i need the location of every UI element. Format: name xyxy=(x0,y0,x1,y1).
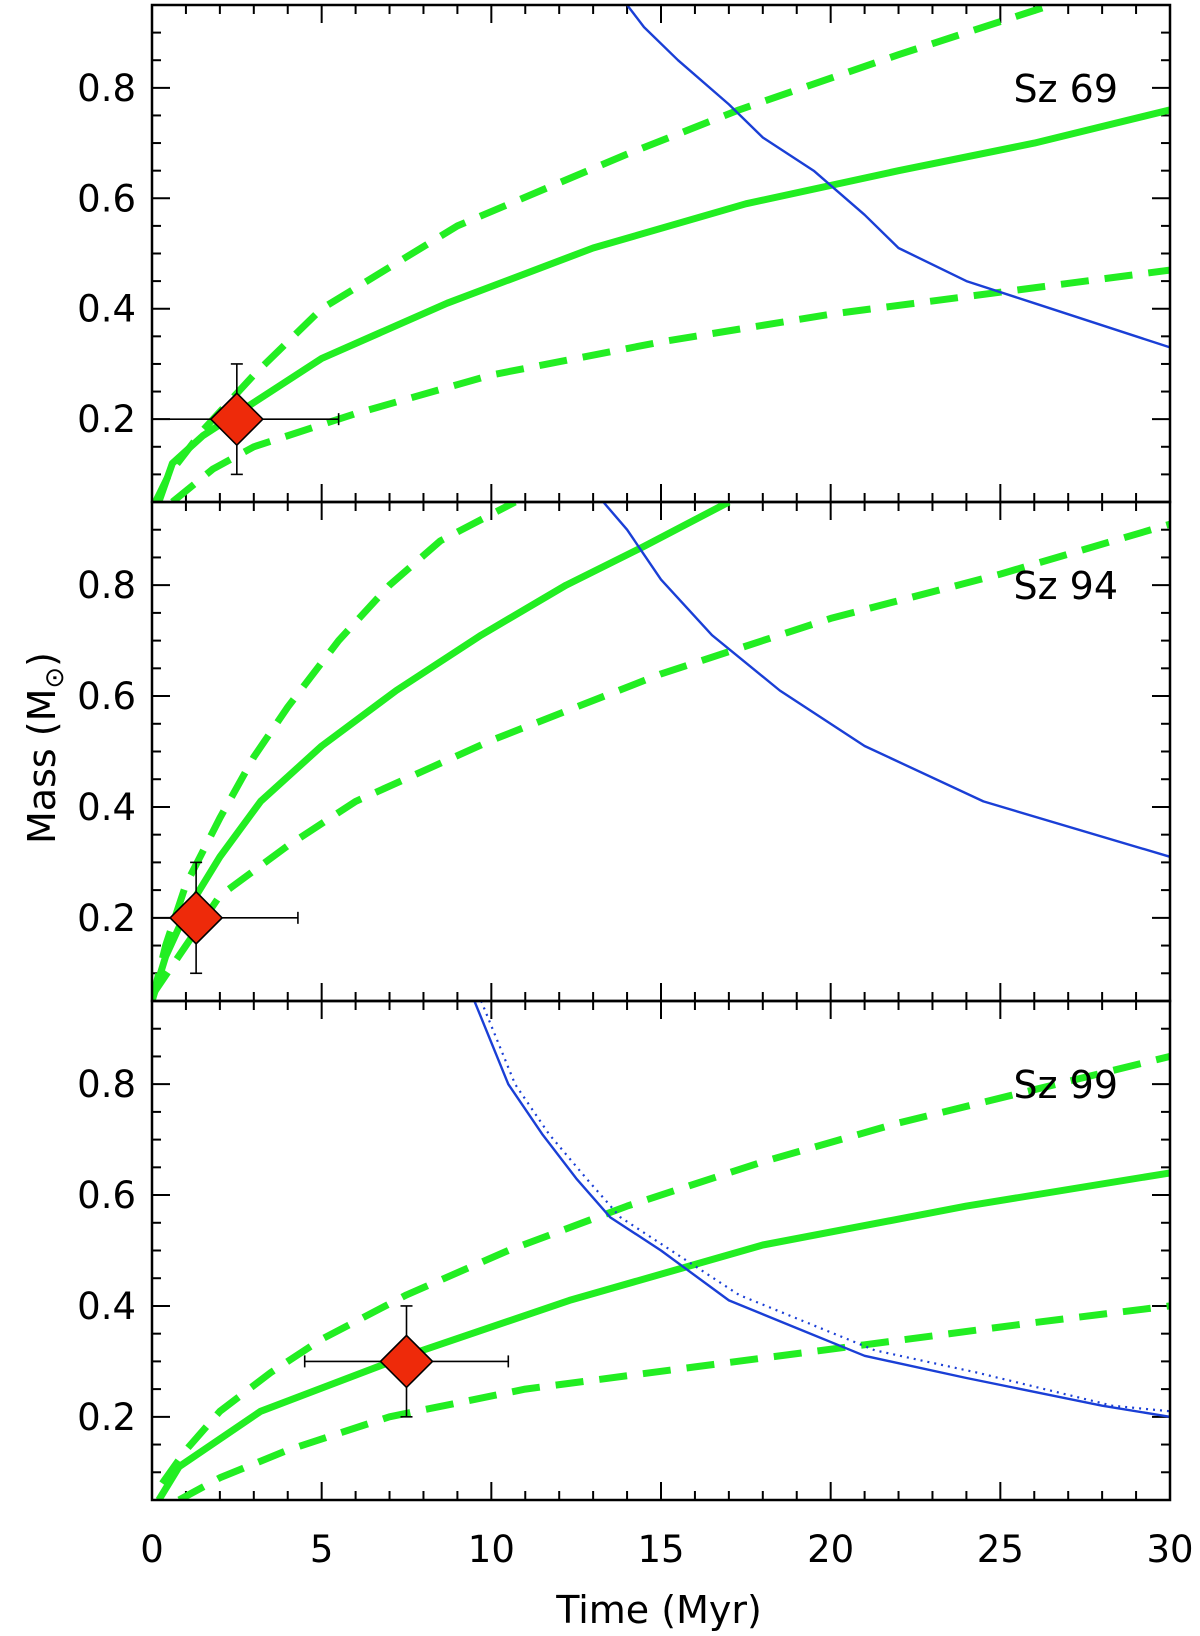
panel-label: Sz 99 xyxy=(1014,1063,1119,1107)
x-tick-labels: 0 5 10 15 20 25 30 xyxy=(140,1528,1193,1571)
series-group xyxy=(152,5,1170,502)
model-track-dashed xyxy=(177,1302,1170,1500)
y-tick-label: 0.6 xyxy=(77,177,136,220)
model-track-dashed xyxy=(170,266,1170,502)
axis-ticks xyxy=(151,4,1171,502)
y-tick-label: 0.8 xyxy=(77,564,136,607)
diamond-marker xyxy=(209,392,264,447)
limit-curve xyxy=(473,1001,1170,1418)
limit-curve xyxy=(602,502,1170,858)
x-axis-label: Time (Myr) xyxy=(555,1588,762,1632)
x-tick-label: 20 xyxy=(807,1528,854,1571)
y-tick-label: 0.4 xyxy=(77,288,136,331)
y-tick-label: 0.2 xyxy=(77,897,136,940)
data-point xyxy=(151,861,299,975)
model-track-dashed xyxy=(152,5,1053,502)
panel-frame xyxy=(150,999,1172,1502)
y-axis-label-close: ) xyxy=(20,652,64,667)
limit-curve xyxy=(626,5,1170,349)
series-group xyxy=(155,1001,1170,1500)
y-tick-label: 0.8 xyxy=(77,67,136,110)
y-tick-label: 0.4 xyxy=(77,1285,136,1328)
panel-label: Sz 94 xyxy=(1014,564,1119,608)
panels: 0.2 0.4 0.6 0.8 Sz 69 0.2 0.4 0.6 0.8 Sz 94 0.2 0.4… xyxy=(77,3,1172,1502)
x-tick-label: 5 xyxy=(310,1528,334,1571)
x-tick-label: 25 xyxy=(977,1528,1024,1571)
model-track-dashed xyxy=(159,1053,1170,1486)
limit-curve-dotted xyxy=(480,1001,1170,1413)
panel-1: 0.2 0.4 0.6 0.8 Sz 69 xyxy=(77,3,1172,504)
solar-mass-symbol: ⊙ xyxy=(40,667,70,689)
x-tick-label: 30 xyxy=(1146,1528,1193,1571)
model-track-solid xyxy=(155,1169,1170,1500)
y-tick-label: 0.8 xyxy=(77,1063,136,1106)
y-tick-label: 0.2 xyxy=(77,398,136,441)
diamond-marker xyxy=(379,1334,434,1389)
diamond-marker xyxy=(168,890,224,945)
data-point xyxy=(303,1305,510,1418)
data-point xyxy=(151,363,340,476)
x-tick-label: 15 xyxy=(637,1528,684,1571)
panel-3: 0.2 0.4 0.6 0.8 Sz 99 xyxy=(77,999,1172,1502)
panel-label: Sz 69 xyxy=(1014,67,1119,111)
y-tick-label: 0.4 xyxy=(77,786,136,829)
y-axis-label-text: Mass (M xyxy=(20,689,64,844)
panel-2: 0.2 0.4 0.6 0.8 Sz 94 xyxy=(77,500,1172,1003)
x-tick-label: 10 xyxy=(468,1528,515,1571)
y-tick-label: 0.6 xyxy=(77,1174,136,1217)
y-tick-label: 0.6 xyxy=(77,675,136,718)
y-tick-label: 0.2 xyxy=(77,1396,136,1439)
x-tick-label: 0 xyxy=(140,1528,164,1571)
axis-ticks xyxy=(151,501,1171,1001)
y-axis-label: Mass (M⊙) xyxy=(20,652,70,844)
